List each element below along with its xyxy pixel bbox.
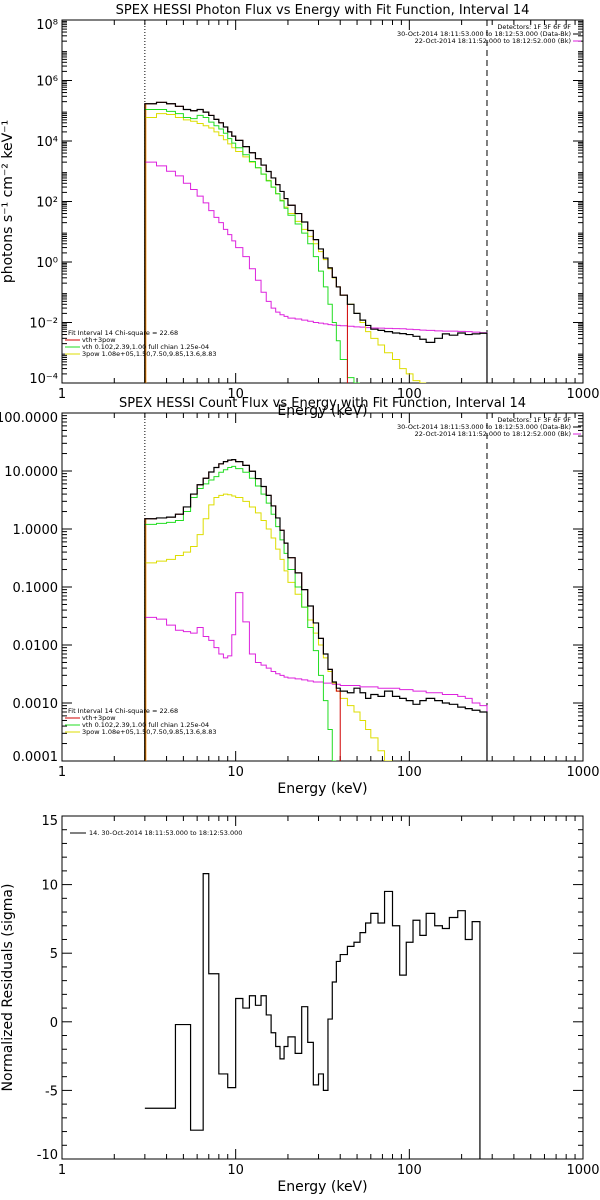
x-axis-label: Energy (keV) [277,1179,367,1195]
x-tick-label: 100 [397,387,422,402]
series-bk [144,592,488,761]
y-tick-label: 0.1000 [13,581,59,596]
legend-top-line: Detectors: 1F 3F 6F 9F [497,23,571,31]
y-tick-label: 10⁶ [36,75,58,90]
legend-bottom-line: 3pow 1.08e+05,1.50,7.50,9.85,13.6,8.83 [82,350,217,358]
series-total [144,459,488,761]
y-axis-label: Normalized Residuals (sigma) [0,884,16,1092]
plot-title: SPEX HESSI Photon Flux vs Energy with Fi… [116,3,530,18]
legend-bottom-line: Fit Interval 14 Chi-square = 22.68 [68,707,178,715]
y-tick-label: 10⁴ [36,135,58,150]
plot-frame [61,815,584,1160]
x-tick-label: 10 [227,765,244,780]
series-vth [144,465,337,761]
x-axis-label: Energy (keV) [277,781,367,797]
legend-residuals: 14. 30-Oct-2014 18:11:53.000 to 18:12:53… [89,829,242,837]
x-tick-label: 100 [397,1163,422,1178]
legend-top-line: 22-Oct-2014 18:11:52.000 to 18:12:52.000… [415,430,571,438]
legend-top-line: 30-Oct-2014 18:11:53.000 to 18:12:53.000… [397,30,571,38]
series-bk [144,161,488,383]
x-tick-label: 1 [58,1163,66,1178]
y-tick-label: 1.0000 [13,523,59,538]
x-tick-label: 1000 [566,1163,599,1178]
legend-top-line: Detectors: 1F 3F 6F 9F [497,416,571,424]
x-tick-label: 100 [397,765,422,780]
y-tick-label: 15 [41,814,58,829]
x-tick-label: 1000 [566,387,599,402]
residuals-panel: 1 10 100 1000 Energy (keV) -10 -5 0 5 10 15 Normali… [0,814,600,1195]
count-flux-panel: SPEX HESSI Count Flux vs Energy with Fit… [0,396,600,797]
legend-bottom-line: vth 0.102,2.39,1.00 full chian 1.25e-04 [82,343,209,351]
legend-top-line: 22-Oct-2014 18:11:52.000 to 18:12:52.000… [415,37,571,45]
legend-bottom-line: vth+3pow [82,714,116,722]
legend-top-line: 30-Oct-2014 18:11:53.000 to 18:12:53.000… [397,423,571,431]
series-3pow [144,493,393,761]
y-tick-label: 0.0100 [13,639,59,654]
series-vth [144,108,361,383]
y-tick-label: 10⁻⁴ [29,372,58,387]
legend-bottom-line: vth+3pow [82,336,116,344]
plot-title: SPEX HESSI Count Flux vs Energy with Fit… [119,396,526,411]
y-tick-label: 10² [36,196,58,211]
y-tick-label: 10 [41,879,58,894]
y-tick-label: -10 [37,1148,58,1163]
legend-bottom-line: 3pow 1.08e+05,1.50,7.50,9.85,13.6,8.83 [82,728,217,736]
y-tick-label: 0.0010 [13,697,59,712]
x-tick-label: 10 [227,387,244,402]
y-tick-label: 5 [50,947,58,962]
y-tick-label: 0 [50,1016,58,1031]
legend-bottom-line: Fit Interval 14 Chi-square = 22.68 [68,329,178,337]
y-tick-label: 10⁸ [36,18,58,33]
legend-bottom-line: vth 0.102,2.39,1.00 full chian 1.25e-04 [82,721,209,729]
x-tick-label: 1 [58,387,66,402]
series-total [144,101,488,383]
y-tick-label: 100.0000 [0,411,58,426]
x-tick-label: 1 [58,765,66,780]
x-tick-label: 1000 [566,765,599,780]
photon-flux-panel: SPEX HESSI Photon Flux vs Energy with Fi… [0,3,600,419]
y-tick-label: 10⁰ [36,256,58,271]
y-tick-label: 0.0001 [13,750,59,765]
y-tick-label: 10⁻² [29,317,58,332]
y-tick-label: -5 [45,1084,58,1099]
series-vth_plus_3pow [144,101,348,383]
series-residuals [144,873,481,1159]
y-axis-label: photons s⁻¹ cm⁻² keV⁻¹ [0,120,16,283]
y-tick-label: 10.0000 [4,465,58,480]
x-axis-label: Energy (keV) [277,403,367,419]
x-tick-label: 10 [227,1163,244,1178]
